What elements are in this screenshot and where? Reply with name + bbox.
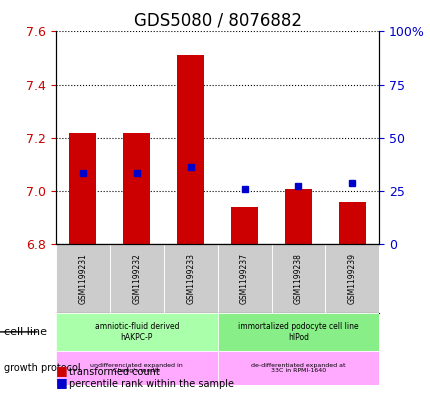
Text: percentile rank within the sample: percentile rank within the sample [69,379,233,389]
Bar [177,55,204,244]
Text: immortalized podocyte cell line
hIPod: immortalized podocyte cell line hIPod [238,322,358,342]
Bar [271,244,325,313]
Bar [163,244,217,313]
Text: amniotic-fluid derived
hAKPC-P: amniotic-fluid derived hAKPC-P [94,322,179,342]
Bar [217,351,378,385]
Text: cell line: cell line [4,327,47,337]
Text: GSM1199233: GSM1199233 [186,253,195,304]
Bar [284,189,311,244]
Title: GDS5080 / 8076882: GDS5080 / 8076882 [133,12,301,30]
Bar [56,313,217,351]
Text: GSM1199238: GSM1199238 [293,253,302,304]
Bar [56,244,110,313]
Bar [230,207,258,244]
Text: ■: ■ [56,376,68,389]
Text: GSM1199239: GSM1199239 [347,253,356,304]
Text: undifferenciated expanded in
Chang's media: undifferenciated expanded in Chang's med… [90,363,183,373]
Text: de-differentiated expanded at
33C in RPMI-1640: de-differentiated expanded at 33C in RPM… [251,363,345,373]
Text: GSM1199237: GSM1199237 [240,253,249,304]
Bar [338,202,365,244]
Bar [69,132,96,244]
Bar [325,244,378,313]
Bar [56,351,217,385]
Text: growth protocol: growth protocol [4,363,81,373]
Text: transformed count: transformed count [69,367,160,377]
Text: ■: ■ [56,364,68,377]
Bar [217,313,378,351]
Bar [123,132,150,244]
Text: GSM1199231: GSM1199231 [78,253,87,304]
Bar [217,244,271,313]
Text: GSM1199232: GSM1199232 [132,253,141,304]
Bar [110,244,163,313]
